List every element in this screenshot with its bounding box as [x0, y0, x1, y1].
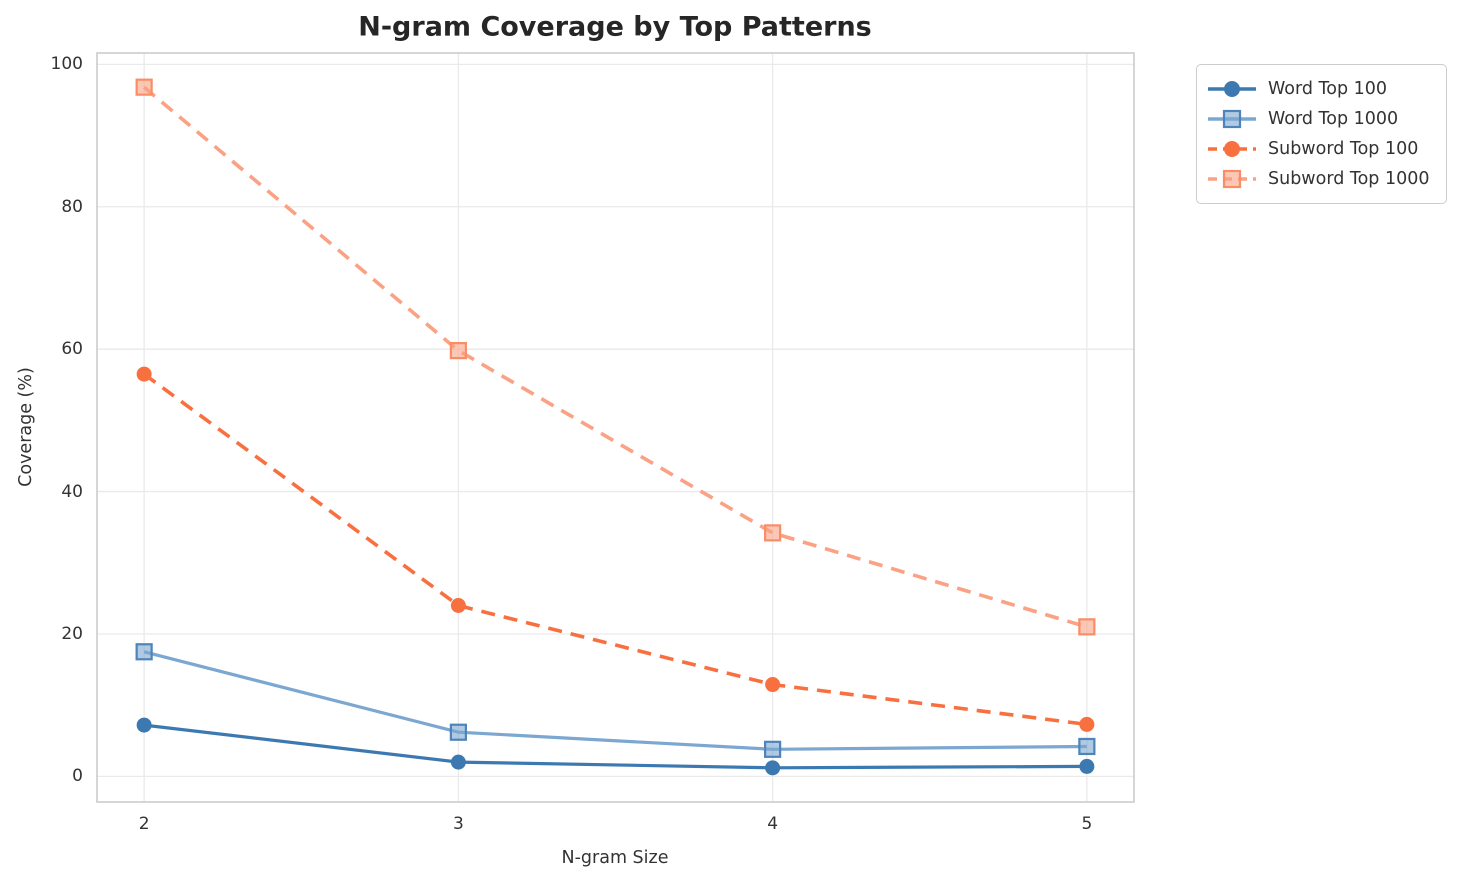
marker-subword-top-100: [1079, 716, 1095, 732]
y-tick-label: 60: [61, 339, 83, 360]
y-axis-label: Coverage (%): [16, 367, 36, 487]
circle-marker-icon: [1224, 81, 1240, 97]
marker-subword-top-100: [450, 597, 466, 613]
marker-subword-top-100: [136, 366, 152, 382]
x-tick-label: 3: [452, 814, 464, 834]
marker-word-top-100: [450, 754, 466, 770]
circle-marker-icon: [1224, 141, 1240, 157]
legend-label: Subword Top 1000: [1268, 169, 1430, 189]
marker-word-top-100: [1079, 758, 1095, 774]
x-tick-label: 5: [1081, 814, 1093, 834]
x-axis-label: N-gram Size: [561, 848, 669, 868]
marker-word-top-100: [765, 760, 781, 776]
marker-word-top-1000: [1078, 737, 1096, 756]
square-marker-icon: [1222, 109, 1242, 129]
legend-item-word-top-1000: Word Top 1000: [1207, 104, 1430, 134]
marker-subword-top-1000: [135, 78, 153, 96]
legend-swatch-word-top-1000: [1208, 109, 1256, 129]
y-tick-label: 100: [50, 54, 83, 75]
legend-label: Subword Top 100: [1268, 139, 1419, 159]
series-line-word-top-100: [143, 723, 1087, 770]
series-line-word-top-1000: [143, 650, 1087, 751]
marker-subword-top-1000: [1078, 618, 1096, 636]
legend: Word Top 100 Word Top 1000 Subword Top 100…: [1196, 64, 1447, 204]
x-tick-label: 4: [767, 814, 779, 834]
y-tick-label: 0: [72, 766, 83, 787]
marker-word-top-1000: [449, 723, 467, 741]
square-marker-icon: [1222, 169, 1242, 189]
marker-subword-top-1000: [449, 342, 467, 360]
chart-title: N-gram Coverage by Top Patterns: [358, 11, 872, 43]
series-line-subword-top-100: [143, 372, 1088, 727]
series-line-subword-top-1000: [142, 85, 1088, 629]
legend-swatch-word-top-100: [1208, 81, 1256, 97]
marker-word-top-1000: [764, 740, 782, 758]
x-tick-label: 2: [138, 814, 150, 834]
marker-subword-top-100: [765, 677, 781, 693]
legend-item-word-top-100: Word Top 100: [1207, 74, 1430, 104]
legend-swatch-subword-top-1000: [1208, 169, 1256, 189]
legend-label: Word Top 100: [1268, 79, 1388, 99]
y-tick-label: 20: [61, 623, 83, 644]
y-tick-label: 80: [61, 196, 83, 217]
legend-swatch-subword-top-100: [1208, 141, 1256, 157]
legend-item-subword-top-1000: Subword Top 1000: [1207, 164, 1430, 194]
marker-subword-top-1000: [764, 524, 782, 542]
marker-word-top-1000: [135, 643, 153, 661]
legend-item-subword-top-100: Subword Top 100: [1207, 134, 1430, 164]
legend-label: Word Top 1000: [1268, 109, 1399, 129]
y-tick-label: 40: [61, 481, 83, 502]
plot-border: [96, 52, 1135, 803]
marker-word-top-100: [136, 717, 152, 733]
